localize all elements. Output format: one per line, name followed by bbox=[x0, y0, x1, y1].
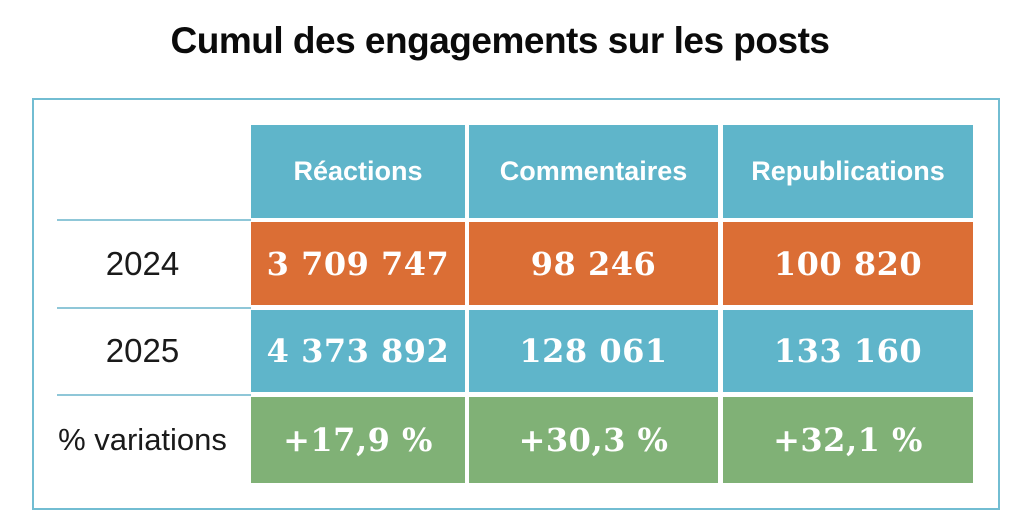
cell-variations-reactions: +17,9 % bbox=[251, 397, 465, 483]
row-label-2024: 2024 bbox=[105, 244, 180, 282]
engagement-table-panel: Réactions Commentaires Republications 20… bbox=[32, 98, 1000, 510]
cell-2025-commentaires: 128 061 bbox=[469, 310, 718, 392]
cell-2024-commentaires: 98 246 bbox=[469, 222, 718, 305]
cell-2024-reactions: 3 709 747 bbox=[251, 222, 465, 305]
row-label-2025: 2025 bbox=[105, 332, 180, 369]
cell-2025-republications: 133 160 bbox=[723, 310, 973, 392]
page-title: Cumul des engagements sur les posts bbox=[170, 20, 830, 61]
row-separator bbox=[57, 307, 251, 309]
cell-2025-reactions: 4 373 892 bbox=[251, 310, 465, 392]
cell-2024-republications: 100 820 bbox=[723, 222, 973, 305]
column-header-republications: Republications bbox=[723, 125, 973, 218]
column-header-commentaires: Commentaires bbox=[469, 125, 718, 218]
row-separator bbox=[57, 219, 251, 221]
column-header-reactions: Réactions bbox=[251, 125, 465, 218]
cell-variations-commentaires: +30,3 % bbox=[469, 397, 718, 483]
cell-variations-republications: +32,1 % bbox=[723, 397, 973, 483]
row-separator bbox=[57, 394, 251, 396]
row-label-variations: % variations bbox=[58, 422, 227, 457]
